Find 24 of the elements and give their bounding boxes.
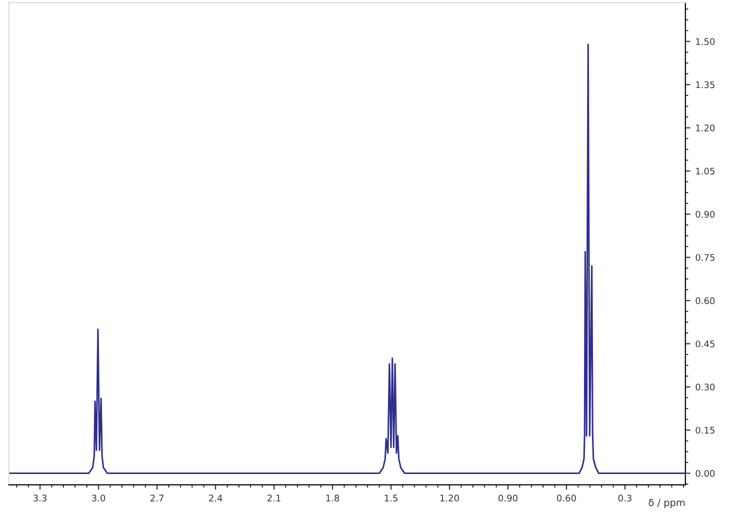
y-tick-label: 0.45 bbox=[696, 340, 714, 348]
y-tick-label: 1.35 bbox=[696, 81, 714, 88]
x-tick-label: 1.20 bbox=[440, 494, 459, 502]
x-tick-label: 0.60 bbox=[557, 494, 576, 502]
x-tick-label: 2.7 bbox=[150, 494, 164, 502]
x-axis-title: δ / ppm bbox=[648, 498, 685, 508]
x-tick-label: 3.3 bbox=[34, 494, 46, 502]
x-tick-label: 0.3 bbox=[618, 494, 632, 502]
x-tick-label: 3.0 bbox=[92, 494, 106, 502]
y-tick-label: 0.15 bbox=[696, 426, 714, 434]
y-tick-label: 0.90 bbox=[696, 210, 715, 218]
x-tick-label: 1.8 bbox=[326, 494, 340, 502]
line-series bbox=[8, 44, 686, 474]
y-tick-label: 1.05 bbox=[696, 168, 714, 175]
y-tick-label: 0.30 bbox=[696, 384, 715, 390]
x-tick-label: 2.4 bbox=[209, 494, 222, 502]
x-tick-label: 2.1 bbox=[267, 494, 280, 502]
y-tick-label: 1.50 bbox=[696, 38, 715, 45]
y-tick-label: 0.00 bbox=[696, 470, 715, 477]
y-tick-label: 1.20 bbox=[696, 124, 715, 132]
x-tick-label: 0.90 bbox=[498, 494, 518, 502]
y-tick-label: 0.60 bbox=[696, 297, 715, 304]
x-tick-label: 1.5 bbox=[384, 494, 398, 502]
y-tick-label: 0.75 bbox=[696, 254, 714, 261]
